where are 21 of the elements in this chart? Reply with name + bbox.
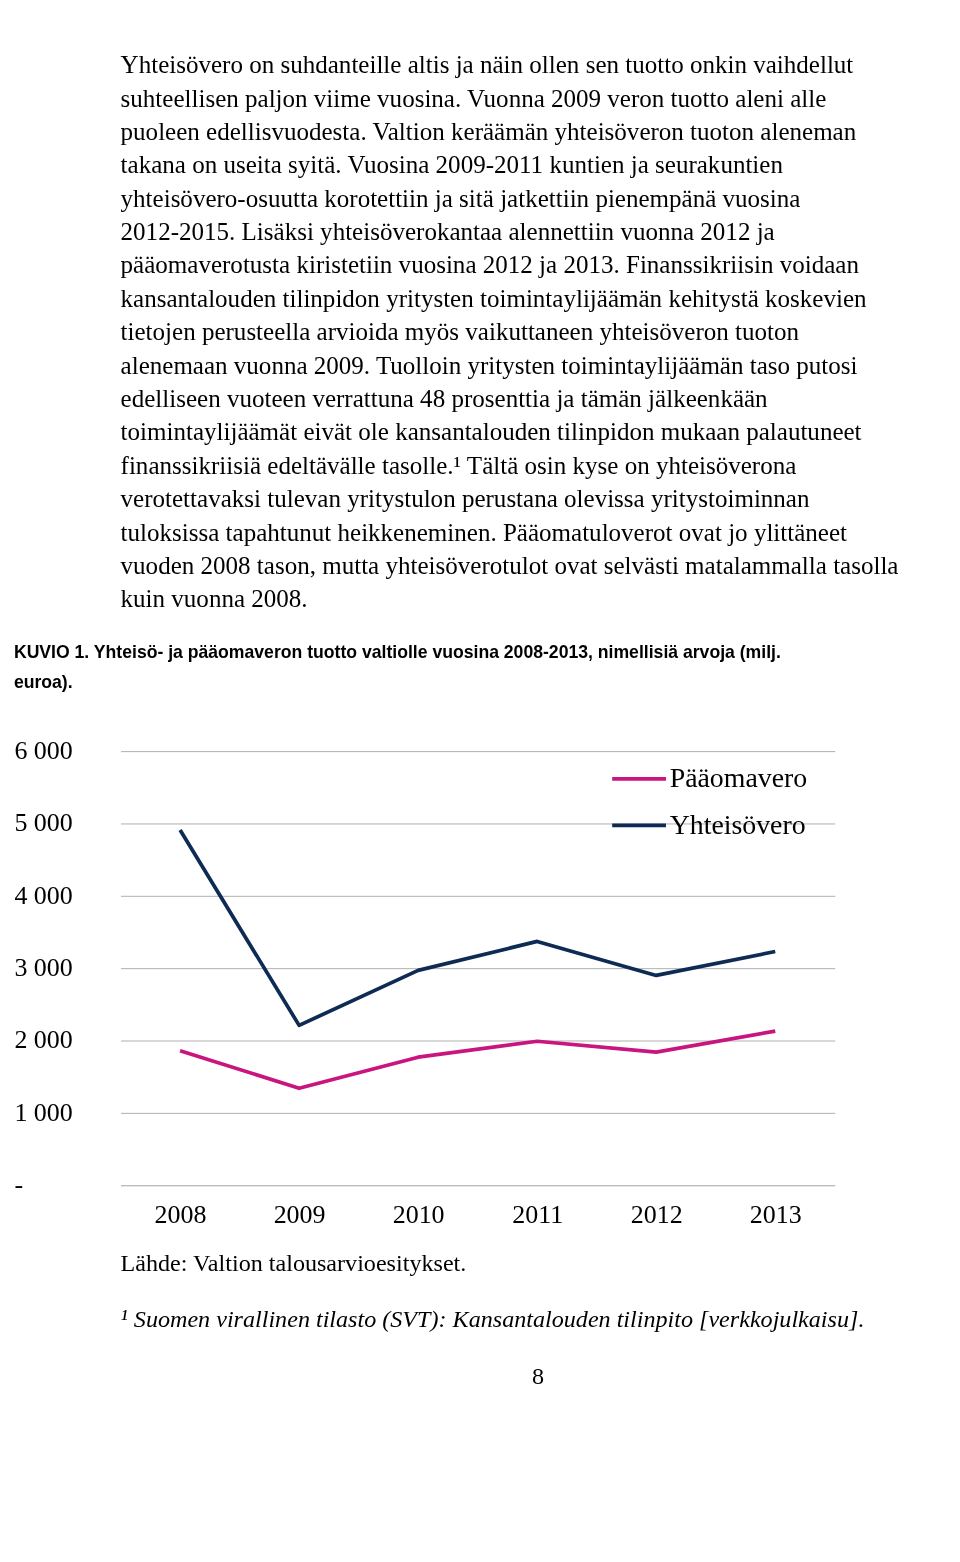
legend-label: Yhteisövero [669,808,806,840]
text: 8 [531,1362,544,1389]
line-series [178,1029,778,1091]
y-tick-label: 3 000 [14,953,73,983]
chart-title: KUVIO 1. Yhteisö- ja pääomaveron tuotto valtiolle vuosina 2008-2013, nimellisiä arvoja (milj. euroa). [13,642,781,693]
x-tick-label: 2010 [392,1199,445,1229]
text: ¹ Suomen virallinen tilasto (SVT): Kansantalouden tilinpito [verkkojulkaisu]. [120,1306,865,1333]
y-tick-label: - [14,1170,24,1200]
x-tick-label: 2008 [154,1199,207,1229]
legend-label: Pääomavero [669,762,808,794]
y-tick-label: 6 000 [14,736,73,766]
x-tick-label: 2011 [512,1199,564,1229]
x-tick-label: 2009 [273,1199,326,1229]
text: Yhteisövero on suhdanteille altis ja näin ollen sen tuotto onkin vaihdellut suhteellisen paljon viime vuosina. Vuonna 2009 veron tuotto aleni alle puoleen edellisvuodesta. Valtion keräämän yhteisöveron tuoton aleneman takana on useita syitä. Vuosina 2009-2011 kuntien ja seurakuntien yhteisövero-osuutta korotettiin ja sitä jatkettiin pienempänä vuosina 2012-2015. Lisäksi yhteisöverokantaa alennettiin vuonna 2012 ja pääomaverotusta kiristetiin vuosina 2012 ja 2013. Finanssikriisin voidaan kansantalouden tilinpidon yritysten toimintaylijäämän kehitystä koskevien tietojen perusteella arvioida myös vaikuttaneen yhteisöveron tuoton alenemaan vuonna 2009. Tuolloin yritysten toimintaylijäämän taso putosi edelliseen vuoteen verrattuna 48 prosenttia ja tämän jälkeenkään toimintaylijäämät eivät ole kansantalouden tilinpidon mukaan palautuneet finanssikriisiä edeltävälle tasolle.¹ Tältä osin kyse on yhteisöverona verotettavaksi tulevan yritystulon perustana olevissa yritystoiminnan tuloksissa tapahtunut heikkeneminen. Pääomatuloverot ovat jo ylittäneet vuoden 2008 tason, mutta yhteisöverotulot ovat selvästi matalammalla tasolla kuin vuonna 2008. [120,51,899,613]
x-tick-label: 2012 [630,1199,683,1229]
x-tick-label: 2013 [749,1199,802,1229]
text: Lähde: Valtion talousarvioesitykset. [120,1249,467,1276]
y-tick-label: 1 000 [14,1097,73,1127]
y-tick-label: 5 000 [14,808,73,838]
y-tick-label: 4 000 [14,880,73,910]
y-tick-label: 2 000 [14,1025,73,1055]
